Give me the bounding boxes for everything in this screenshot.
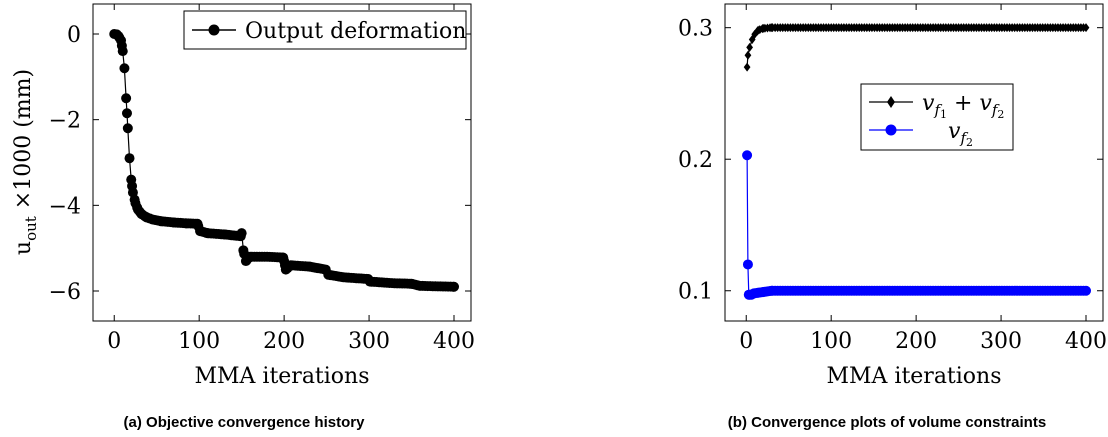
series-line-0 [746,27,1086,68]
y-tick-label: 0.3 [678,17,713,42]
data-point [122,123,133,134]
legend-marker [208,24,220,36]
x-tick-label: 100 [178,329,220,354]
data-point [117,46,128,57]
legend: Output deformation [183,10,467,50]
caption-a: (a) Objective convergence history [124,414,366,431]
y-tick-label: 0 [67,23,81,48]
y-tick-label: 0.2 [678,148,713,173]
chart-volume-constraints: 0 100 200 300 400 0.1 0.2 0.3 MMA iterations vf1 … [678,3,1107,389]
data-point [742,150,753,161]
x-tick-label: 400 [1065,329,1107,354]
x-axis-label: MMA iterations [194,364,369,389]
x-tick-label: 200 [895,329,937,354]
chart-objective-convergence: 0 100 200 300 400 0 −2 −4 −6 MMA iterations uout ×… [11,3,475,389]
x-tick-label: 0 [107,329,121,354]
series-line-0 [114,33,454,288]
data-point [121,108,132,119]
y-tick-label: 0.1 [678,280,713,305]
x-tick-label: 0 [739,329,753,354]
series-line-1 [746,155,1086,296]
caption-b: (b) Convergence plots of volume constrai… [728,414,1046,431]
data-point [124,153,135,164]
legend-marker-vf2 [885,124,897,136]
data-point [119,63,130,74]
data-point [236,228,247,239]
legend-label-vf2: vf2 [948,119,973,149]
data-point [742,259,753,270]
y-tick-label: −6 [49,280,81,305]
data-point [1082,23,1090,33]
legend-box [860,83,1014,151]
legend-label-sum: vf1 + vf2 [922,91,1004,121]
x-tick-label: 300 [348,329,390,354]
plot-frame [92,3,472,322]
data-point [121,93,132,104]
y-axis-label: uout ×1000 (mm) [11,69,40,255]
data-point [746,42,754,52]
x-tick-label: 200 [263,329,305,354]
data-point [743,62,751,72]
data-point [1081,285,1092,296]
data-point [449,281,460,292]
y-tick-label: −2 [49,109,81,134]
plot-frame [724,3,1104,322]
legend-label: Output deformation [245,19,466,44]
x-tick-label: 100 [810,329,852,354]
y-tick-label: −4 [49,194,81,219]
x-tick-label: 400 [433,329,475,354]
legend-marker-sum [887,96,895,108]
x-axis-label: MMA iterations [826,364,1001,389]
data-point [744,50,752,60]
x-tick-label: 300 [980,329,1022,354]
